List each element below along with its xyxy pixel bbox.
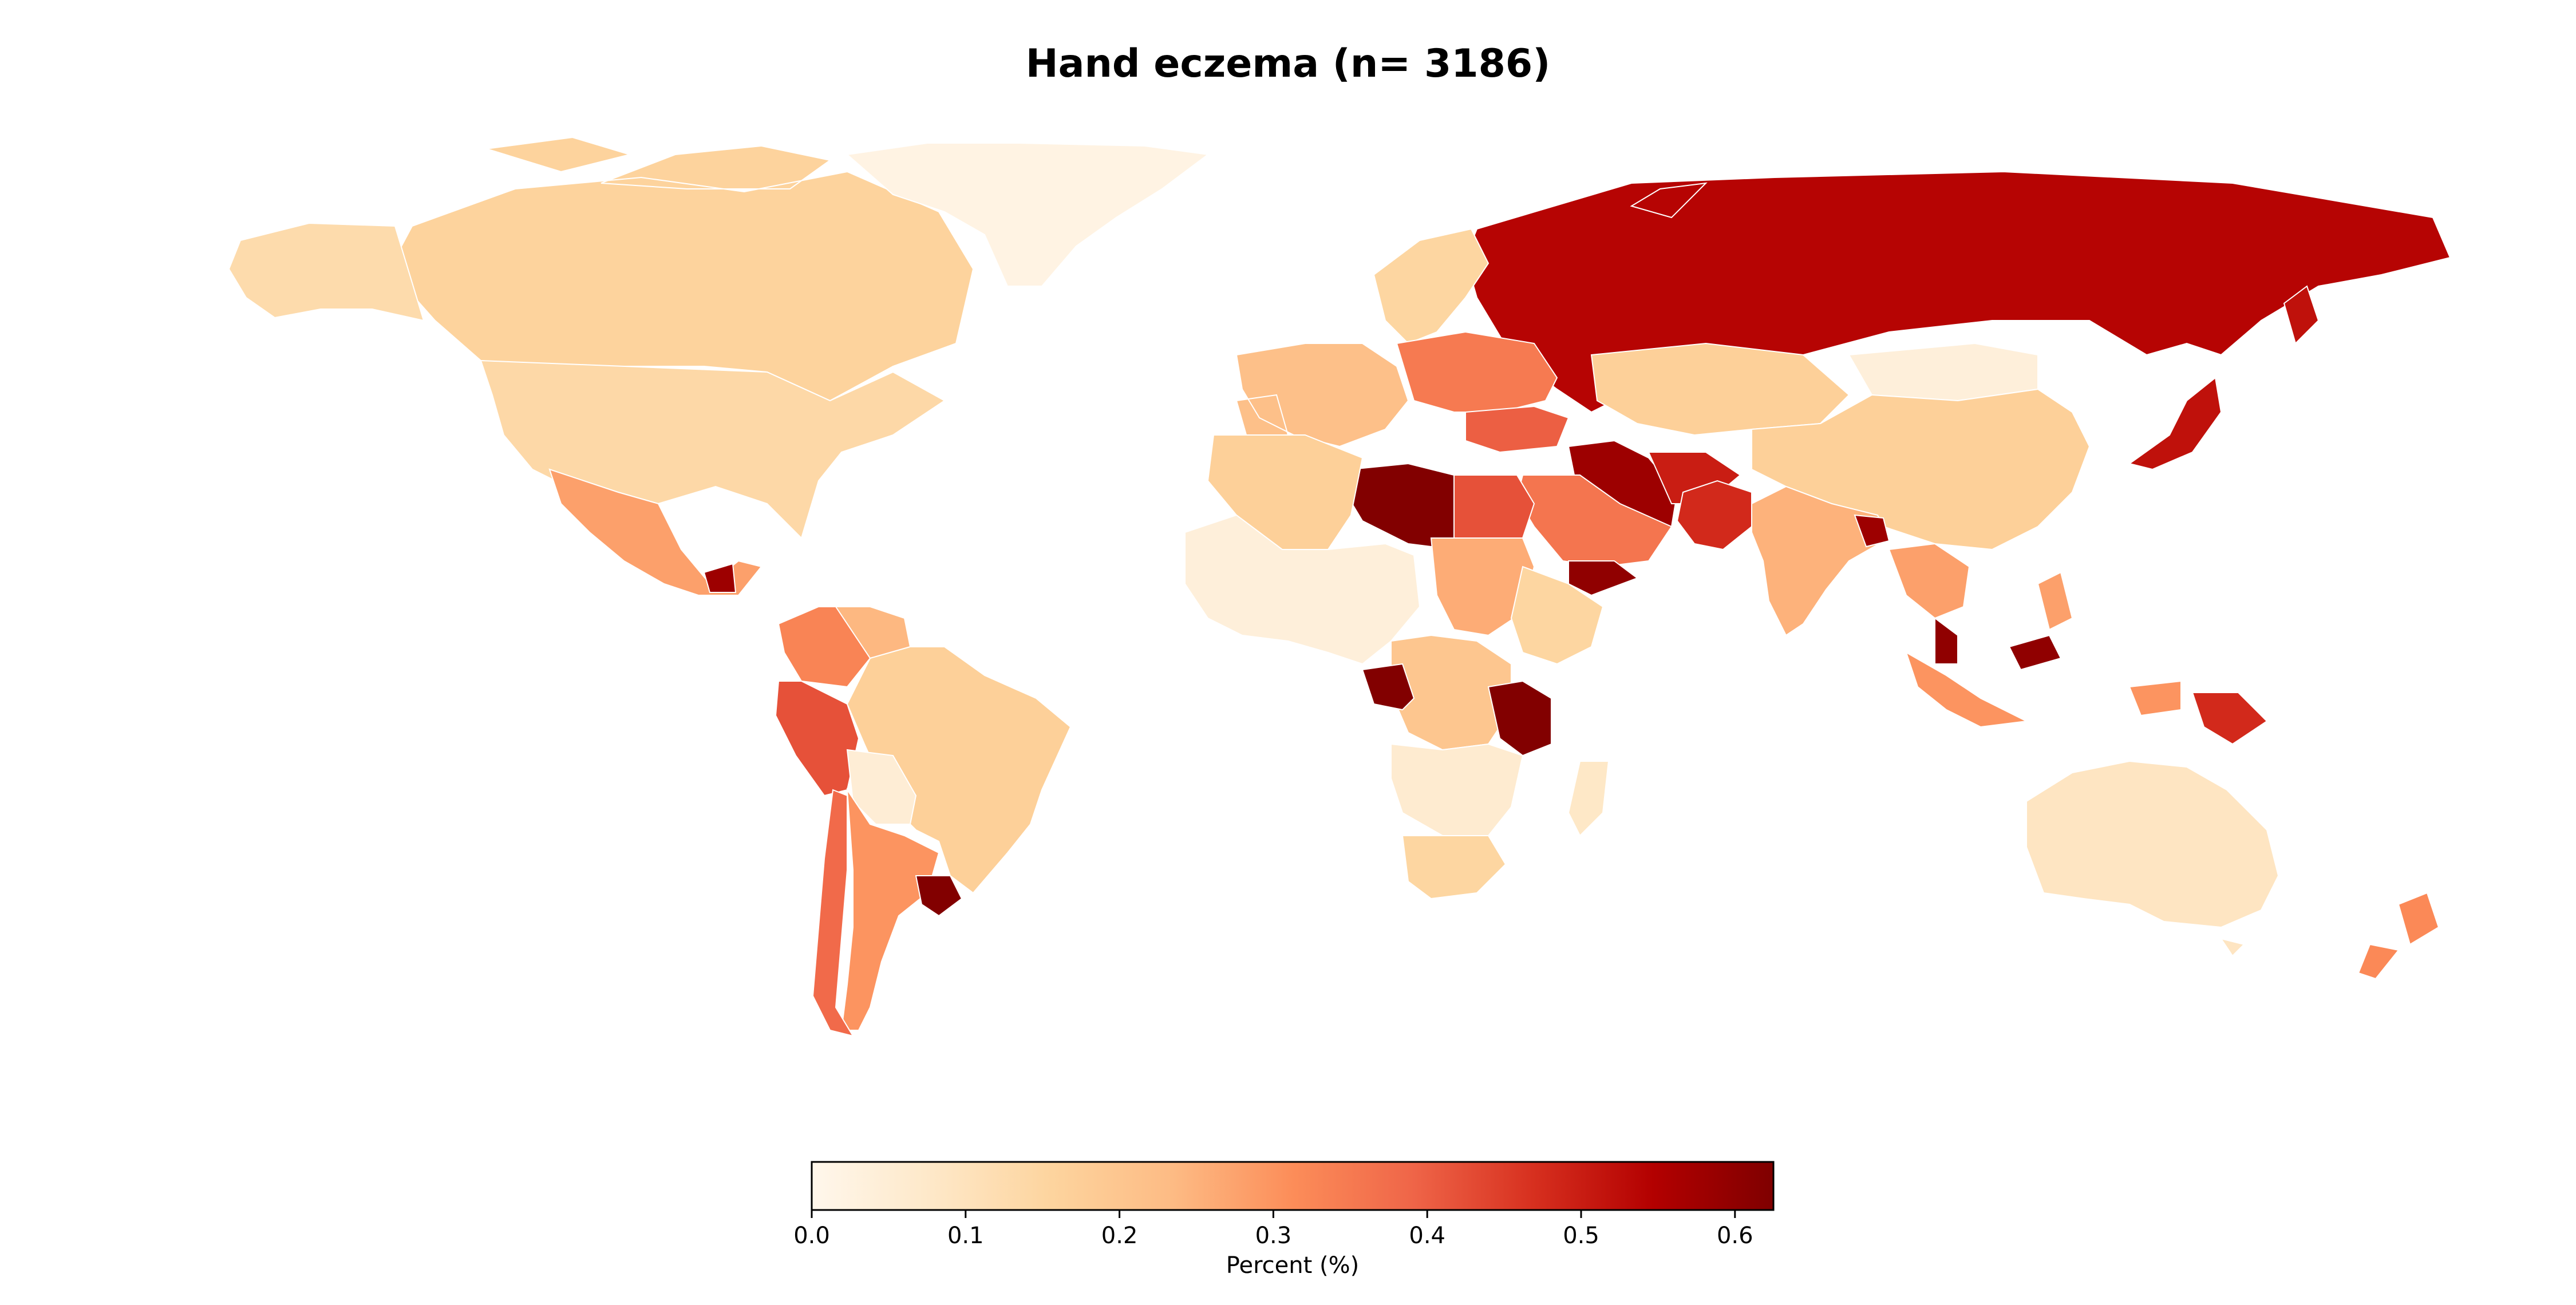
region-india: India	[1751, 485, 1890, 636]
region-egypt: Egypt	[1453, 474, 1535, 539]
region-argentina: Argentina	[840, 788, 940, 1031]
region-tanzania: Tanzania	[1487, 680, 1552, 757]
region-guatemala: Guatemala	[703, 563, 737, 593]
colorbar-tick-label: 0.4	[1409, 1223, 1445, 1249]
region-greenland: Greenland	[846, 143, 1210, 287]
colorbar-gradient	[811, 1161, 1775, 1211]
colorbar-label: Percent (%)	[1226, 1252, 1360, 1279]
region-libya: Libya	[1344, 462, 1455, 551]
region-bangladesh: Bangladesh	[1854, 514, 1890, 548]
region-south-africa: South Africa	[1401, 835, 1507, 900]
region-mexico: Mexico	[548, 468, 762, 596]
colorbar: 0.0 0.1 0.2 0.3 0.4 0.5 0.6	[793, 1161, 1775, 1249]
region-new-zealand: New Zealand	[2357, 892, 2440, 980]
region-peru: Peru	[775, 681, 860, 797]
colorbar-tick-label: 0.1	[947, 1223, 984, 1249]
colorbar-tick-label: 0.0	[793, 1223, 830, 1249]
map-regions: CanadaUnited States Alaska Greenland Mexico…	[228, 136, 2451, 1037]
region-angola: Angola	[1361, 663, 1415, 711]
map-title: Hand eczema (n= 3186)	[1025, 41, 1551, 86]
region-sudan: Sudan	[1430, 537, 1535, 636]
region-canada: Canada	[388, 136, 974, 402]
region-western-europe: Western Europe	[1235, 343, 1409, 448]
region-uruguay: Uruguay	[915, 875, 963, 917]
region-alaska: Alaska	[228, 222, 425, 322]
colorbar-tick-label: 0.5	[1563, 1223, 1599, 1249]
region-ethiopia: Ethiopia	[1510, 566, 1604, 665]
region-papua-new-guinea: Papua New Guinea	[2191, 692, 2268, 745]
colorbar-tick-label: 0.6	[1717, 1223, 1753, 1249]
region-eastern-europe: Eastern Europe	[1396, 331, 1558, 413]
region-kazakhstan: Kazakhstan	[1590, 342, 1850, 436]
region-japan: Japan	[2128, 285, 2320, 470]
colorbar-ticks: 0.0 0.1 0.2 0.3 0.4 0.5 0.6	[793, 1210, 1753, 1249]
colorbar-tick-label: 0.3	[1255, 1223, 1292, 1249]
region-pakistan: Pakistan	[1676, 480, 1752, 551]
region-scandinavia: Scandinavia	[1373, 228, 1490, 345]
region-turkey: Turkey	[1465, 405, 1570, 453]
region-madagascar: Madagascar	[1567, 761, 1610, 837]
region-united-states: United States	[480, 359, 946, 539]
region-yemen: Yemen	[1568, 560, 1639, 596]
region-malaysia: Malaysia	[1934, 617, 2062, 671]
region-mongolia: Mongolia	[1848, 342, 2038, 402]
colorbar-tick-label: 0.2	[1101, 1223, 1138, 1249]
region-chile: Chile	[812, 789, 855, 1037]
region-southern-africa: Southern Africa	[1390, 743, 1524, 836]
region-colombia: Colombia	[777, 606, 871, 688]
region-australia: Australia	[2026, 760, 2279, 957]
region-southeast-asia: Southeast Asia	[1888, 543, 2073, 631]
region-indonesia: Indonesia	[1905, 651, 2182, 728]
region-venezuela: Venezuela	[835, 606, 911, 659]
